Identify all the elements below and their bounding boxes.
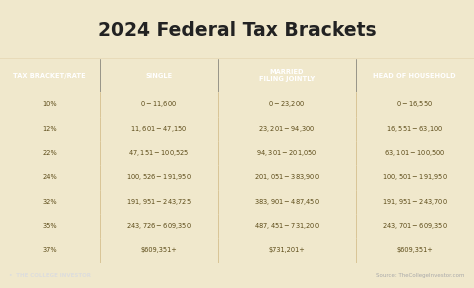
Text: MARRIED
FILING JOINTLY: MARRIED FILING JOINTLY	[259, 69, 315, 82]
Text: 10%: 10%	[43, 101, 57, 107]
Text: $47,151 - $100,525: $47,151 - $100,525	[128, 148, 190, 158]
Text: $191,951 - $243,725: $191,951 - $243,725	[126, 197, 191, 207]
Text: $11,601 - $47,150: $11,601 - $47,150	[130, 124, 187, 134]
Text: $0 - $11,600: $0 - $11,600	[140, 99, 177, 109]
Text: $23,201 - $94,300: $23,201 - $94,300	[258, 124, 315, 134]
Text: $201,051 - $383,900: $201,051 - $383,900	[254, 173, 319, 182]
Text: $0 - $16,550: $0 - $16,550	[396, 99, 433, 109]
Text: 35%: 35%	[43, 223, 57, 229]
Text: $243,701 - $609,350: $243,701 - $609,350	[382, 221, 447, 231]
Text: $94,301 - $201,050: $94,301 - $201,050	[256, 148, 318, 158]
Text: 37%: 37%	[43, 247, 57, 253]
Text: TAX BRACKET/RATE: TAX BRACKET/RATE	[13, 73, 86, 79]
Text: $487,451 - $731,200: $487,451 - $731,200	[254, 221, 319, 231]
Text: $243,726 - $609,350: $243,726 - $609,350	[126, 221, 191, 231]
Text: $731,201+: $731,201+	[268, 247, 305, 253]
Text: Source: TheCollegeInvestor.com: Source: TheCollegeInvestor.com	[376, 273, 465, 278]
Text: $191,951 - $243,700: $191,951 - $243,700	[382, 197, 447, 207]
Text: 32%: 32%	[43, 199, 57, 205]
Text: 12%: 12%	[43, 126, 57, 132]
Text: $100,526 - $191,950: $100,526 - $191,950	[126, 173, 191, 182]
Text: $16,551 - $63,100: $16,551 - $63,100	[386, 124, 443, 134]
Text: •  THE COLLEGE INVESTOR: • THE COLLEGE INVESTOR	[9, 273, 91, 278]
Text: 22%: 22%	[42, 150, 57, 156]
Text: $100,501 - $191,950: $100,501 - $191,950	[382, 173, 447, 182]
Text: HEAD OF HOUSEHOLD: HEAD OF HOUSEHOLD	[374, 73, 456, 79]
Text: $0 - $23,200: $0 - $23,200	[268, 99, 305, 109]
Text: $609,351+: $609,351+	[140, 247, 177, 253]
Text: 24%: 24%	[42, 175, 57, 180]
Text: $63,101 - $100,500: $63,101 - $100,500	[384, 148, 446, 158]
Text: $609,351+: $609,351+	[396, 247, 433, 253]
Text: $383,901 - $487,450: $383,901 - $487,450	[254, 197, 319, 207]
Text: SINGLE: SINGLE	[145, 73, 173, 79]
Text: 2024 Federal Tax Brackets: 2024 Federal Tax Brackets	[98, 21, 376, 40]
